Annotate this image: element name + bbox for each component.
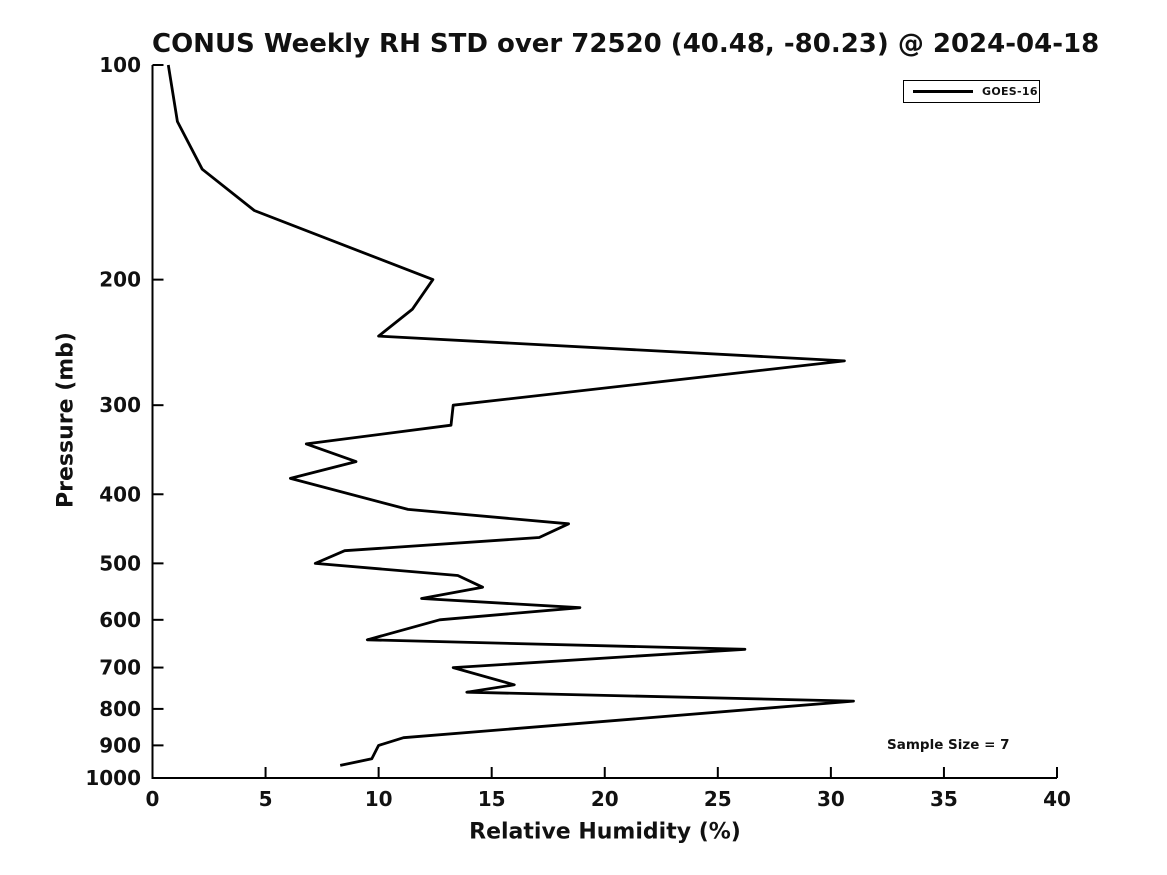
x-axis-label: Relative Humidity (%) xyxy=(469,819,741,845)
rh-std-series-line xyxy=(166,64,855,767)
legend-line-sample xyxy=(913,90,973,93)
y-tick-label: 300 xyxy=(99,393,141,417)
y-tick-label: 1000 xyxy=(85,766,141,790)
x-tick-label: 10 xyxy=(365,787,393,811)
y-tick-label: 200 xyxy=(99,268,141,292)
y-tick-label: 100 xyxy=(99,53,141,77)
chart-title: CONUS Weekly RH STD over 72520 (40.48, -… xyxy=(152,29,1100,59)
x-tick-label: 25 xyxy=(704,787,732,811)
axis-spines xyxy=(151,65,1057,779)
y-tick-label: 800 xyxy=(99,697,141,721)
x-tick-label: 30 xyxy=(817,787,845,811)
x-tick-label: 15 xyxy=(478,787,506,811)
x-tick-label: 5 xyxy=(259,787,273,811)
y-tick-label: 400 xyxy=(99,482,141,506)
legend: GOES-16 xyxy=(903,80,1040,103)
y-tick-label: 700 xyxy=(99,656,141,680)
sample-size-annotation: Sample Size = 7 xyxy=(887,737,1010,753)
legend-series-label: GOES-16 xyxy=(982,85,1038,98)
y-tick-label: 500 xyxy=(99,551,141,575)
x-tick-label: 40 xyxy=(1043,787,1071,811)
y-tick-label: 600 xyxy=(99,608,141,632)
x-tick-label: 20 xyxy=(591,787,619,811)
x-tick-label: 35 xyxy=(930,787,958,811)
y-tick-label: 900 xyxy=(99,733,141,757)
x-tick-label: 0 xyxy=(146,787,160,811)
